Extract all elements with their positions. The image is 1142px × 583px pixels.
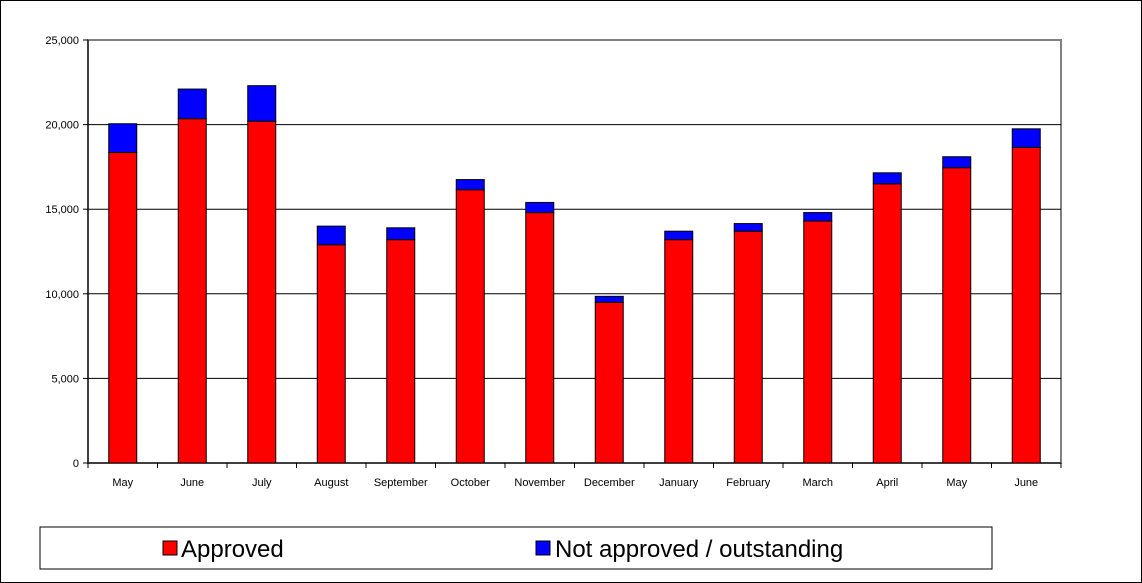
bar-approved [177,118,207,464]
legend-box [39,526,993,570]
x-tick-label: February [726,477,771,489]
bar-approved [594,301,624,464]
x-tick-label: August [314,477,348,489]
bar-approved [1011,146,1041,464]
bar-approved [108,152,138,464]
x-tick-label: July [252,477,272,489]
bar-not-approved [108,123,138,154]
y-tick-label: 0 [73,458,79,470]
bar-not-approved [942,156,972,169]
legend-swatch-approved [162,540,178,556]
bar-not-approved [803,212,833,222]
legend-label-approved: Approved [181,536,284,563]
x-tick-label: June [1014,477,1038,489]
plot-area [87,39,1062,464]
bar-not-approved [386,227,416,241]
bar-approved [803,220,833,464]
y-tick-label: 20,000 [45,120,79,132]
bar-not-approved [872,172,902,185]
x-tick-label: December [584,477,635,489]
y-tick-label: 25,000 [45,35,79,47]
bar-not-approved [664,230,694,241]
legend-swatch-not-approved [535,540,551,556]
bar-approved [942,167,972,464]
x-axis-ticks: May June July August September October Novembe… [87,463,1062,489]
bar-approved [525,212,555,464]
bar-approved [664,239,694,464]
bar-approved [316,244,346,464]
x-tick-label: March [802,477,833,489]
bar-not-approved [177,88,207,120]
x-tick-label: May [112,477,133,489]
bar-not-approved [247,85,277,122]
y-tick-label: 10,000 [45,289,79,301]
x-tick-label: April [876,477,898,489]
bar-approved [247,120,277,464]
x-tick-label: October [451,477,490,489]
bar-not-approved [1011,128,1041,148]
bar-approved [872,183,902,464]
x-tick-label: September [374,477,428,489]
x-tick-label: May [946,477,967,489]
bar-not-approved [733,223,763,232]
x-tick-label: January [659,477,699,489]
bar-not-approved [525,201,555,214]
y-axis-ticks: 0 5,000 10,000 15,000 20,000 25,000 [45,35,88,470]
y-tick-label: 15,000 [45,204,79,216]
bar-approved [733,230,763,464]
bar-not-approved [455,179,485,191]
bar-approved [386,239,416,464]
x-tick-label: June [180,477,204,489]
bar-approved [455,189,485,464]
y-tick-label: 5,000 [51,373,79,385]
legend-label-not-approved: Not approved / outstanding [555,536,843,563]
x-tick-label: November [514,477,565,489]
legend: Approved Not approved / outstanding [39,526,993,570]
bar-not-approved [316,225,346,246]
bar-not-approved [594,295,624,303]
